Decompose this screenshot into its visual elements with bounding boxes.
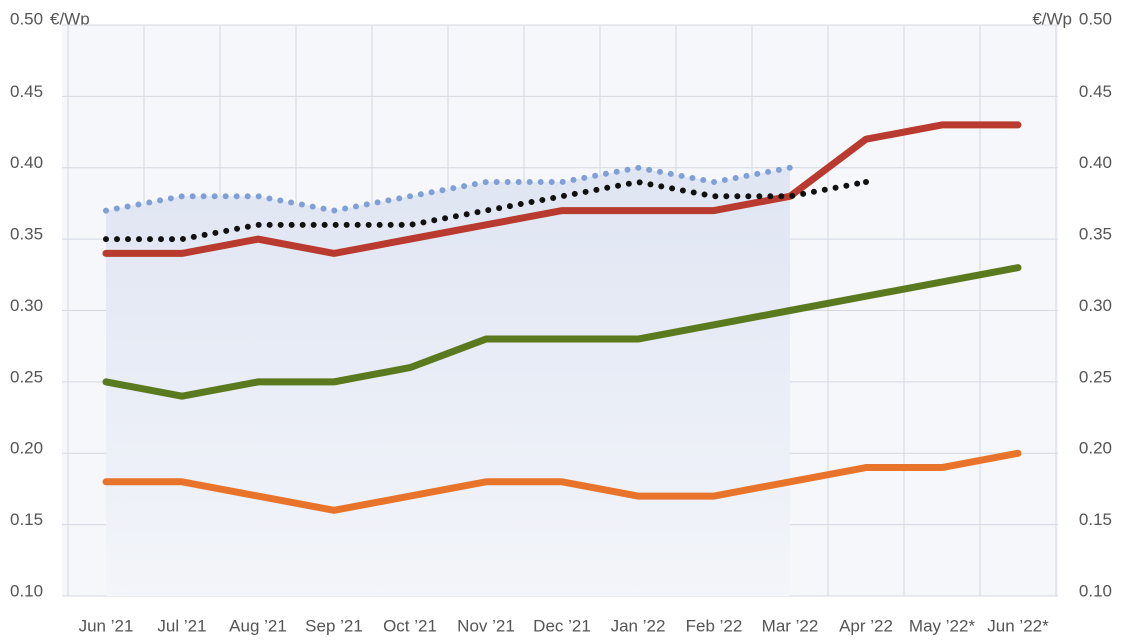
y2-tick-label: 0.45: [1079, 82, 1112, 101]
line: [102, 449, 1022, 514]
line: [102, 121, 1022, 257]
x-tick-label: Mar ’22: [762, 616, 819, 635]
x-tick-label: Dec ’21: [533, 616, 591, 635]
y-tick-label: 0.25: [10, 367, 43, 386]
x-tick-label: Jan ’22: [611, 616, 666, 635]
y2-tick-label: 0.35: [1079, 225, 1112, 244]
y2-tick-label: 0.30: [1079, 296, 1112, 315]
y-tick-label: 0.40: [10, 153, 43, 172]
x-tick-label: May ’22*: [909, 616, 976, 635]
x-tick-label: Aug ’21: [229, 616, 287, 635]
x-tick-label: Jul ’21: [157, 616, 206, 635]
x-tick-label: Apr ’22: [839, 616, 893, 635]
y2-tick-label: 0.20: [1079, 439, 1112, 458]
x-tick-label: Jun ’21: [79, 616, 134, 635]
y-tick-label: 0.15: [10, 510, 43, 529]
y-tick-label: 0.30: [10, 296, 43, 315]
y2-tick-label: 0.15: [1079, 510, 1112, 529]
y-tick-label: 0.10: [10, 581, 43, 600]
x-tick-label: Sep ’21: [305, 616, 363, 635]
y-tick-label: 0.50: [10, 9, 43, 28]
y-unit-left: €/Wp: [50, 9, 90, 28]
x-tick-label: Nov ’21: [457, 616, 515, 635]
y-tick-label: 0.45: [10, 82, 43, 101]
y2-tick-label: 0.50: [1079, 9, 1112, 28]
x-tick-label: Oct ’21: [383, 616, 437, 635]
y2-tick-label: 0.25: [1079, 367, 1112, 386]
y-tick-label: 0.20: [10, 439, 43, 458]
y2-tick-label: 0.10: [1079, 581, 1112, 600]
y-unit-right: €/Wp: [1032, 9, 1072, 28]
x-tick-label: Feb ’22: [686, 616, 743, 635]
y2-tick-label: 0.40: [1079, 153, 1112, 172]
line: [103, 179, 869, 243]
line: [102, 264, 1022, 400]
y-tick-label: 0.35: [10, 225, 43, 244]
x-tick-label: Jun ’22*: [987, 616, 1049, 635]
area: [106, 167, 790, 596]
